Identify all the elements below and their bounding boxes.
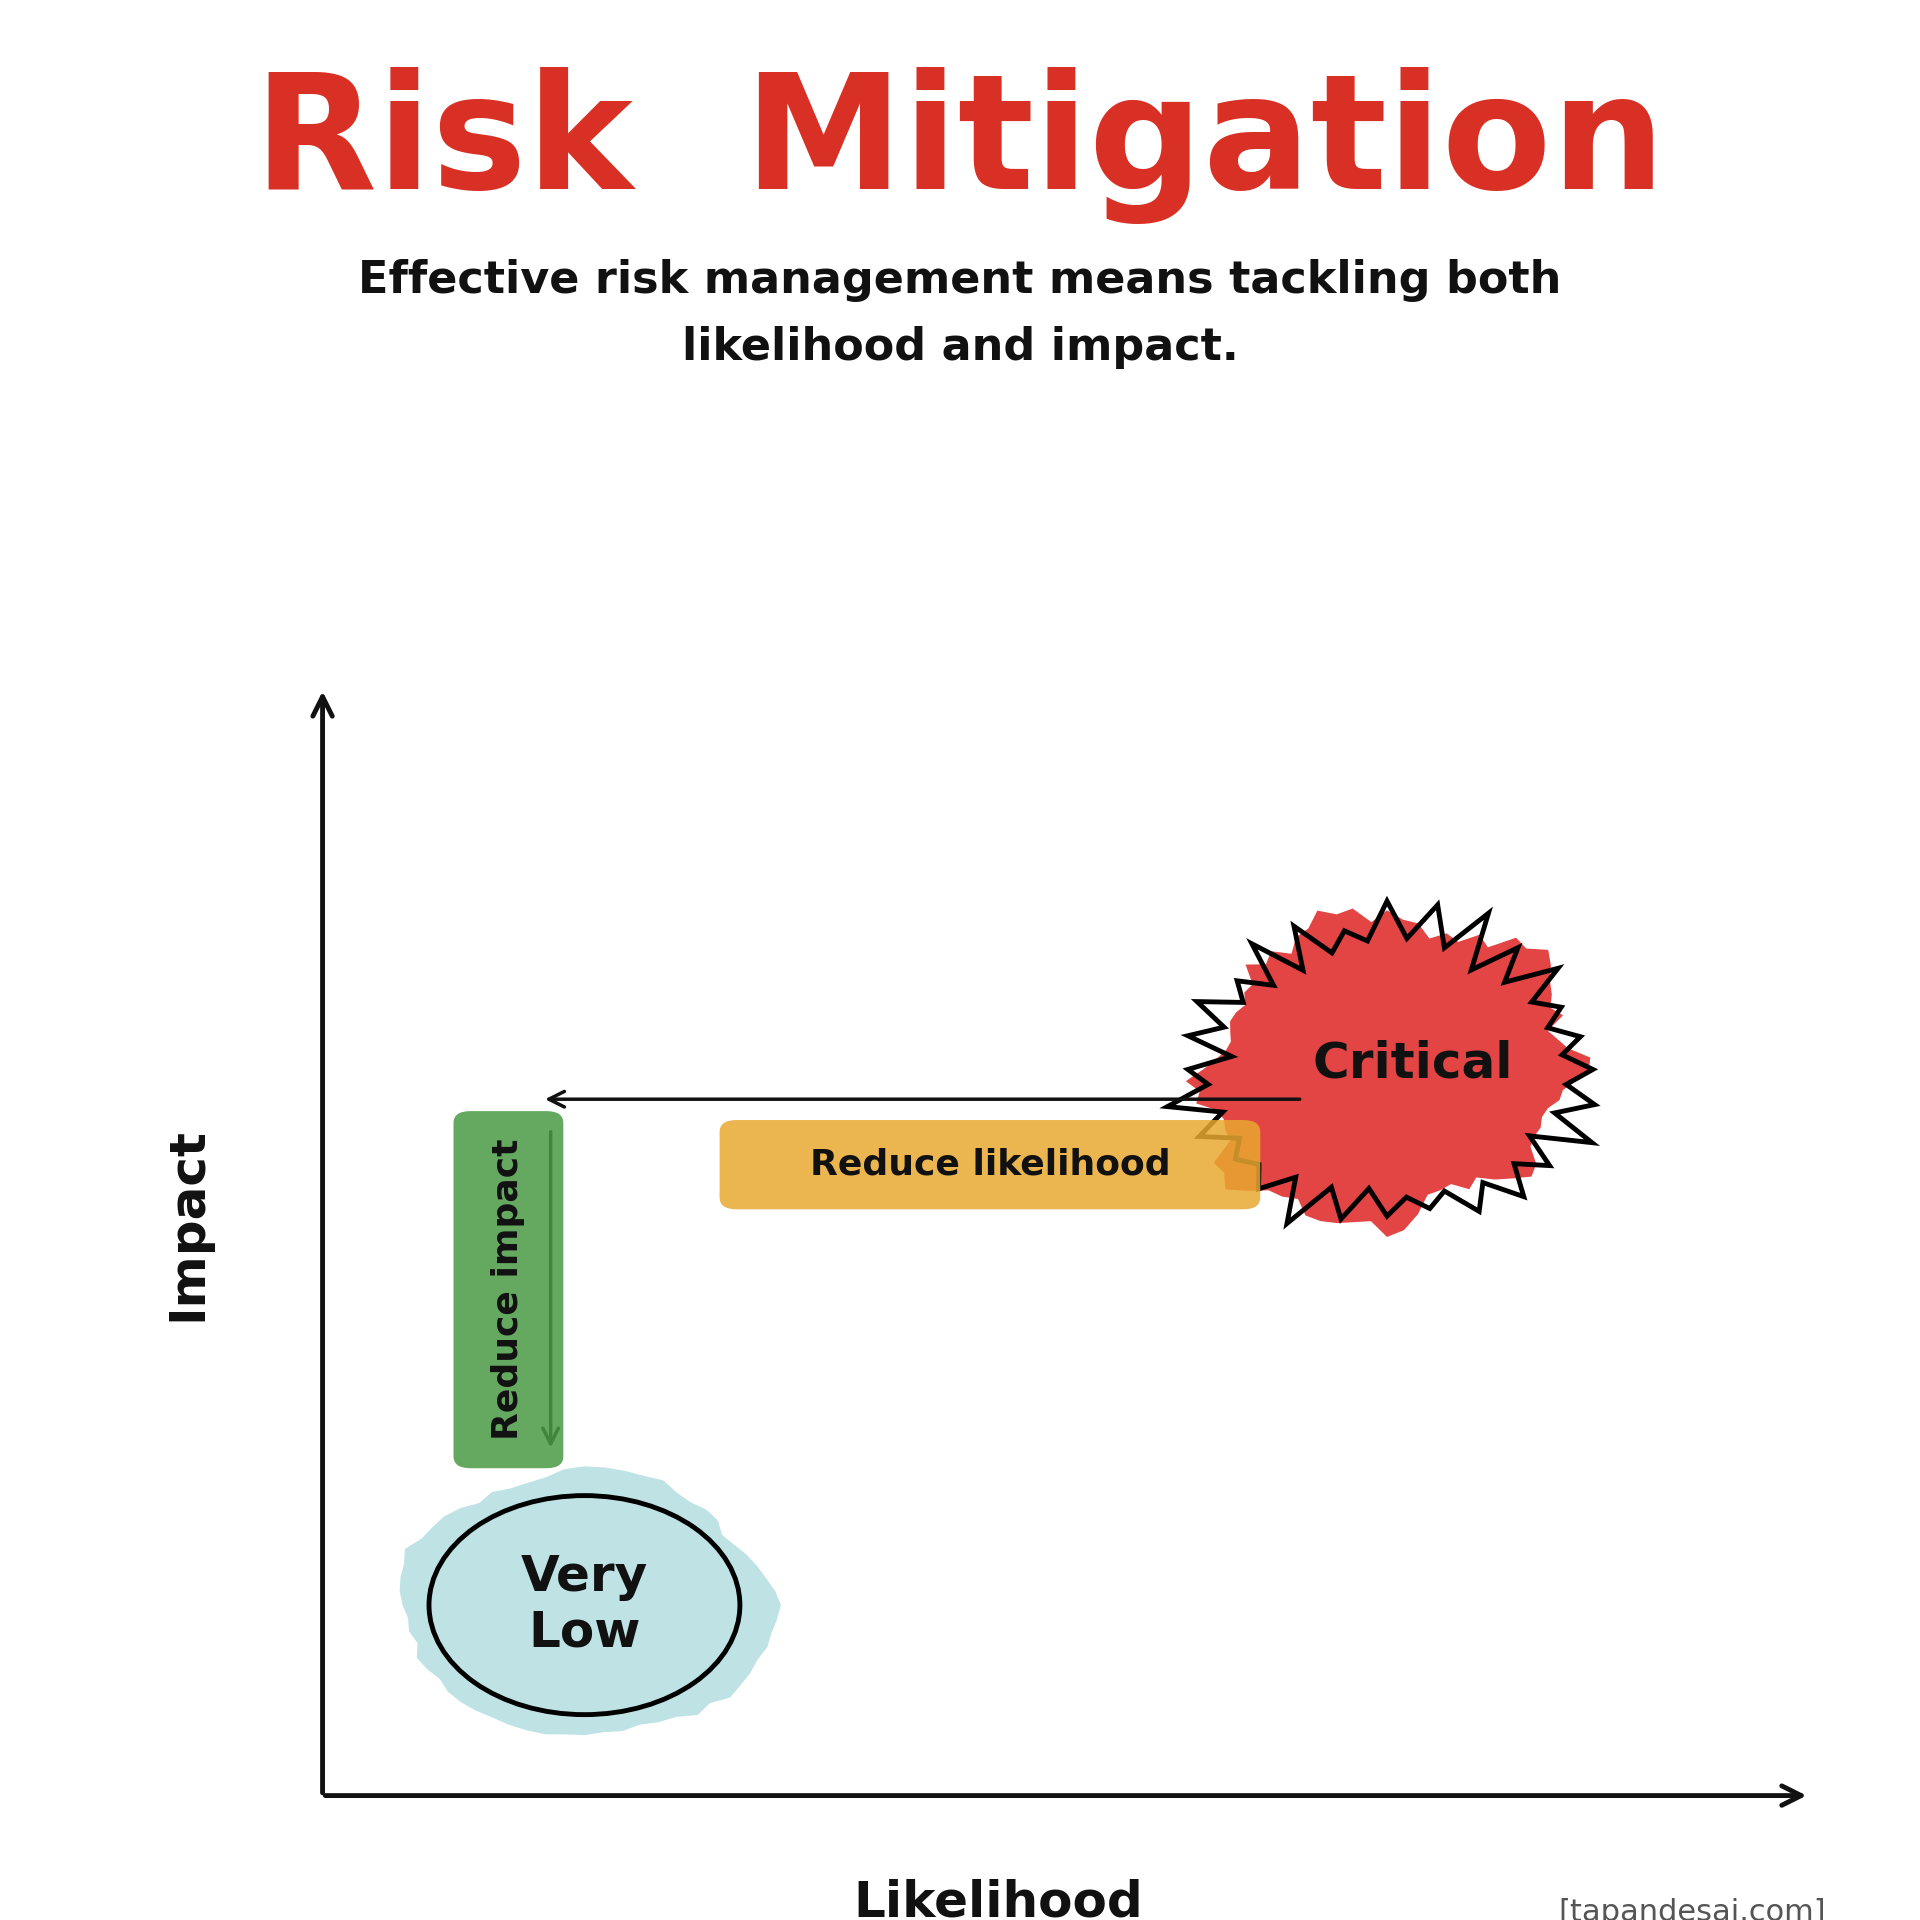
Text: Likelihood: Likelihood [854,1878,1142,1920]
Polygon shape [1187,908,1590,1236]
Text: Very
Low: Very Low [520,1553,649,1657]
Text: [tapandesai.com]: [tapandesai.com] [1559,1897,1826,1920]
Text: likelihood and impact.: likelihood and impact. [682,326,1238,369]
Text: Reduce impact: Reduce impact [492,1139,526,1440]
Text: Reduce likelihood: Reduce likelihood [810,1148,1171,1181]
Text: Impact: Impact [163,1127,211,1321]
FancyBboxPatch shape [720,1119,1260,1210]
Text: Effective risk management means tackling both: Effective risk management means tackling… [359,259,1561,301]
Polygon shape [399,1467,781,1736]
Text: Risk  Mitigation: Risk Mitigation [253,67,1667,225]
FancyBboxPatch shape [453,1112,563,1469]
Text: Critical: Critical [1311,1039,1513,1087]
